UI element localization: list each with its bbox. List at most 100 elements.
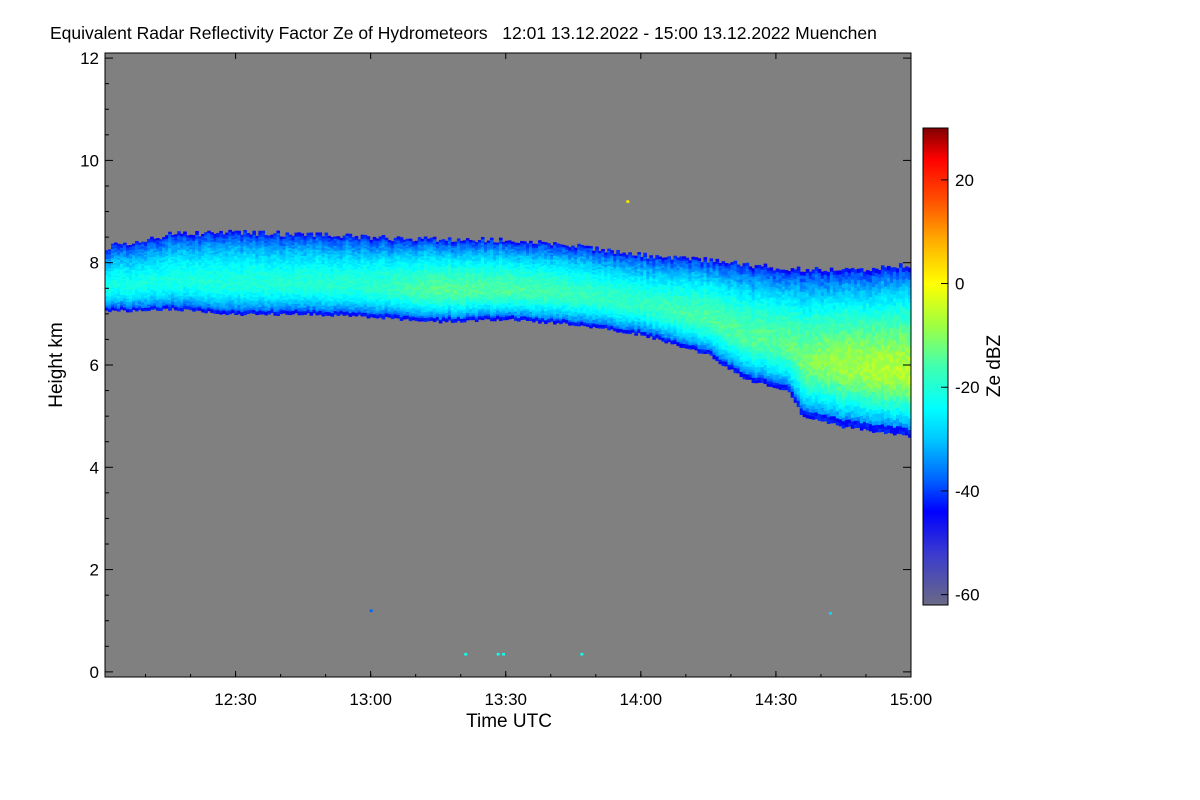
heatmap-cell — [183, 291, 187, 294]
heatmap-cell — [129, 273, 133, 276]
heatmap-cell — [105, 299, 109, 302]
heatmap-cell — [183, 245, 187, 248]
heatmap-cell — [165, 296, 169, 299]
heatmap-cell — [138, 268, 142, 271]
heatmap-cell — [126, 251, 130, 254]
heatmap-cell — [135, 264, 139, 268]
heatmap-cell — [144, 285, 148, 288]
heatmap-cell — [228, 311, 232, 315]
heatmap-cell — [210, 310, 214, 313]
heatmap-cell — [192, 293, 196, 297]
heatmap-cell — [129, 299, 133, 302]
heatmap-cell — [105, 290, 109, 293]
heatmap-cell — [126, 274, 130, 277]
heatmap-cell — [201, 281, 205, 285]
heatmap-cell — [213, 244, 217, 248]
heatmap-cell — [153, 289, 157, 292]
heatmap-cell — [195, 304, 199, 308]
heatmap-cell — [111, 264, 115, 267]
heatmap-cell — [222, 293, 226, 297]
heatmap-cell — [153, 238, 157, 241]
heatmap-cell — [120, 301, 124, 304]
heatmap-cell — [207, 272, 211, 275]
heatmap-cell — [114, 303, 118, 307]
heatmap-cell — [111, 290, 115, 293]
heatmap-cell — [114, 307, 118, 310]
heatmap-cell — [126, 298, 130, 301]
heatmap-cell — [168, 302, 172, 306]
heatmap-cell — [213, 275, 217, 278]
heatmap-cell — [114, 264, 118, 267]
heatmap-cell — [162, 276, 166, 279]
heatmap-cell — [126, 292, 130, 295]
heatmap-cell — [120, 245, 124, 248]
heatmap-cell — [108, 270, 112, 273]
heatmap-cell — [198, 274, 202, 278]
heatmap-cell — [186, 300, 190, 303]
heatmap-cell — [174, 299, 178, 302]
heatmap-cell — [144, 271, 148, 274]
heatmap-cell — [174, 265, 178, 268]
heatmap-cell — [177, 231, 181, 234]
heatmap-cell — [186, 260, 190, 263]
heatmap-cell — [204, 233, 208, 237]
heatmap-cell — [111, 246, 115, 249]
heatmap-cell — [108, 288, 112, 291]
heatmap-cell — [222, 302, 226, 305]
heatmap-cell — [144, 288, 148, 291]
heatmap-cell — [156, 249, 160, 252]
heatmap-cell — [138, 276, 142, 279]
heatmap-cell — [168, 249, 172, 252]
heatmap-cell — [171, 261, 175, 264]
heatmap-cell — [207, 243, 211, 246]
heatmap-cell — [141, 291, 145, 294]
heatmap-cell — [141, 279, 145, 282]
heatmap-cell — [123, 280, 127, 283]
heatmap-cell — [165, 246, 169, 250]
heatmap-cell — [207, 301, 211, 304]
heatmap-cell — [120, 285, 124, 288]
heatmap-cell — [108, 294, 112, 297]
heatmap-cell — [192, 261, 196, 264]
heatmap-cell — [105, 258, 109, 261]
heatmap-cell — [153, 278, 157, 281]
heatmap-cell — [108, 260, 112, 263]
heatmap-cell — [114, 291, 118, 294]
heatmap-cell — [204, 265, 208, 268]
heatmap-cell — [138, 251, 142, 254]
heatmap-cell — [213, 235, 217, 239]
heatmap-cell — [183, 289, 187, 292]
heatmap-cell — [195, 236, 199, 239]
heatmap-cell — [120, 294, 124, 297]
heatmap-cell — [168, 237, 172, 240]
heatmap-cell — [189, 255, 193, 258]
heatmap-cell — [204, 307, 208, 310]
heatmap-cell — [150, 282, 154, 286]
heatmap-cell — [201, 297, 205, 301]
heatmap-cell — [156, 292, 160, 295]
heatmap-cell — [135, 304, 139, 307]
heatmap-cell — [180, 272, 184, 275]
heatmap-cell — [138, 304, 142, 308]
heatmap-cell — [204, 244, 208, 248]
heatmap-cell — [225, 256, 229, 260]
heatmap-cell — [126, 254, 130, 257]
heatmap-cell — [168, 256, 172, 260]
heatmap-cell — [147, 297, 151, 300]
heatmap-cell — [189, 268, 193, 272]
heatmap-cell — [207, 239, 211, 243]
heatmap-cell — [159, 258, 163, 261]
heatmap-cell — [189, 251, 193, 255]
heatmap-cell — [150, 269, 154, 272]
heatmap-cell — [150, 302, 154, 305]
heatmap-cell — [204, 287, 208, 290]
heatmap-cell — [195, 270, 199, 273]
heatmap-cell — [168, 281, 172, 284]
heatmap-cell — [141, 269, 145, 273]
heatmap-cell — [108, 263, 112, 266]
heatmap-cell — [129, 246, 133, 249]
heatmap-cell — [183, 266, 187, 269]
heatmap-cell — [114, 244, 118, 247]
heatmap-cell — [216, 267, 220, 271]
heatmap-cell — [228, 304, 232, 307]
